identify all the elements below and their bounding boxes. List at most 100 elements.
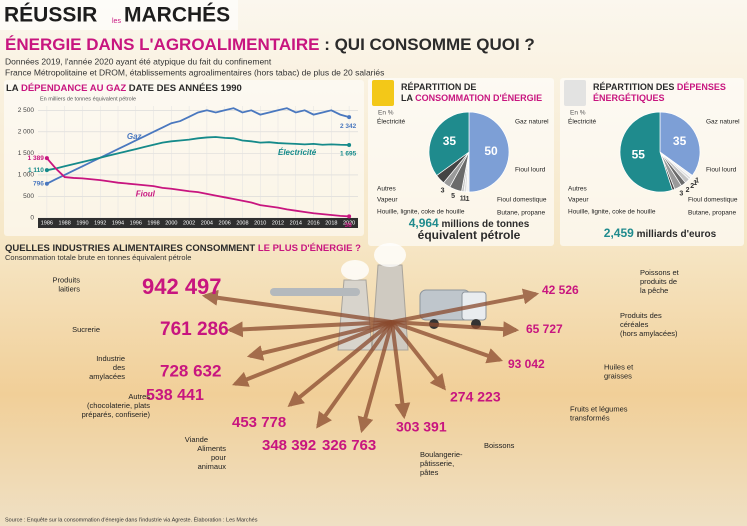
x-axis-band: [38, 218, 358, 228]
section-title-part: LE PLUS D'ÉNERGIE ?: [258, 243, 361, 254]
category-label: Fioul lourd: [515, 167, 546, 174]
chart-title-part: LA: [6, 83, 21, 94]
x-tick-label: 2016: [307, 220, 319, 226]
pie-slice: [619, 111, 673, 193]
industry-label: Poissons et: [640, 268, 680, 277]
point: [44, 181, 49, 186]
category-label: Gaz naturel: [515, 119, 549, 126]
category-label: Houille, lignite, coke de houille: [377, 209, 465, 216]
slice-label: 1: [695, 178, 699, 185]
slice-label: 1: [693, 180, 697, 187]
industry-label: pour: [211, 453, 227, 462]
value-label: 1 389: [28, 155, 45, 162]
category-label: Fioul domestique: [688, 197, 738, 204]
x-tick-label: 1998: [147, 220, 159, 226]
arrow: [357, 321, 394, 434]
arrow: [390, 320, 446, 391]
logo-band: [0, 0, 238, 30]
x-tick-label: 2002: [183, 220, 195, 226]
industry-label: Aliments: [197, 444, 226, 453]
arrow: [391, 288, 540, 324]
unit-label: En %: [570, 110, 586, 117]
slice-label: 1: [463, 196, 467, 203]
arrow: [201, 289, 393, 324]
series-label: Électricité: [278, 148, 317, 157]
slice-label: 3: [679, 191, 683, 198]
page-title-part: : QUI CONSOMME QUOI ?: [319, 35, 534, 54]
source: Source : Enquête sur la consommation d'é…: [5, 516, 258, 523]
industry-label: produits de: [640, 277, 677, 286]
page-title: ÉNERGIE DANS L'AGROALIMENTAIRE : QUI CON…: [5, 35, 535, 54]
slice-label: 35: [443, 134, 457, 148]
industry-value: 538 441: [146, 387, 204, 404]
industry-label: préparés, confiserie): [82, 410, 151, 419]
series-line: [46, 136, 350, 172]
category-label: Vapeur: [568, 197, 589, 204]
industry-value: 65 727: [526, 322, 563, 336]
industry-label: laitiers: [58, 284, 80, 293]
industry-label: des: [113, 363, 125, 372]
industry-label: Fruits et légumes: [570, 404, 628, 413]
y-tick-label: 0: [30, 215, 34, 222]
industry-label: céréales: [620, 320, 649, 329]
x-tick-label: 1988: [59, 220, 71, 226]
total-label-part: millions de tonnes: [439, 219, 530, 230]
logo-small: les: [112, 18, 121, 25]
industry-value: 303 391: [396, 419, 447, 435]
industry-label: Boissons: [484, 441, 515, 450]
industry-value: 728 632: [160, 361, 221, 380]
page-title-part: ÉNERGIE DANS L'AGROALIMENTAIRE: [5, 35, 319, 54]
slice-label: 35: [673, 134, 687, 148]
chart-title-part: DÉPENSES: [677, 82, 726, 92]
chart-title-part: CONSOMMATION D'ÉNERGIE: [415, 93, 542, 103]
pie-slice: [428, 111, 470, 177]
chart-title: RÉPARTITION DE: [401, 82, 476, 92]
category-label: Électricité: [377, 117, 406, 126]
arrow: [287, 320, 394, 408]
slice-label: 3: [441, 188, 445, 195]
slice-label: 1: [460, 195, 464, 202]
x-tick-label: 2012: [272, 220, 284, 226]
y-tick-label: 1 500: [18, 150, 35, 157]
subtitle: Données 2019, l'année 2020 ayant été aty…: [5, 56, 272, 66]
industry-label: la pêche: [640, 286, 668, 295]
x-tick-label: 1994: [112, 220, 124, 226]
category-label: Houille, lignite, coke de houille: [568, 209, 656, 216]
industry-label: amylacées: [89, 372, 125, 381]
category-label: Fioul lourd: [706, 167, 737, 174]
pie-slice: [659, 111, 701, 177]
value-label: 2 342: [340, 123, 357, 130]
category-label: Butane, propane: [688, 210, 736, 217]
panel: [4, 80, 364, 236]
category-label: Butane, propane: [497, 210, 545, 217]
x-tick-label: 2020: [343, 220, 355, 226]
unit-label: En %: [378, 110, 394, 117]
industry-label: (hors amylacées): [620, 329, 678, 338]
x-tick-label: 1992: [94, 220, 106, 226]
chart-title: ÉNERGÉTIQUES: [593, 93, 665, 103]
slice-label: 2: [690, 183, 694, 190]
industry-label: Huiles et: [604, 362, 634, 371]
category-label: Autres: [377, 186, 397, 193]
x-tick-label: 2010: [254, 220, 266, 226]
pie-slice: [468, 111, 510, 193]
total-label-part: équivalent pétrole: [418, 228, 521, 242]
panel-icon: [564, 80, 586, 106]
x-tick-label: 2006: [219, 220, 231, 226]
arrow: [391, 320, 520, 338]
y-tick-label: 500: [23, 193, 34, 200]
section-subtitle: Consommation totale brute en tonnes équi…: [5, 253, 191, 262]
total-label-part: 2,459: [604, 226, 634, 240]
section-title: QUELLES INDUSTRIES ALIMENTAIRES CONSOMME…: [5, 243, 361, 254]
point: [347, 115, 352, 120]
chart-title: LA DÉPENDANCE AU GAZ DATE DES ANNÉES 199…: [6, 83, 242, 94]
series-label: Fioul: [136, 190, 156, 199]
series-label: Gaz: [127, 132, 142, 141]
value-label: 796: [33, 180, 44, 187]
slice-label: 55: [632, 148, 646, 162]
slice-label: 5: [451, 193, 455, 200]
category-label: Électricité: [568, 117, 597, 126]
industry-value: 42 526: [542, 283, 579, 297]
total-label-part: d'euros: [678, 229, 717, 240]
